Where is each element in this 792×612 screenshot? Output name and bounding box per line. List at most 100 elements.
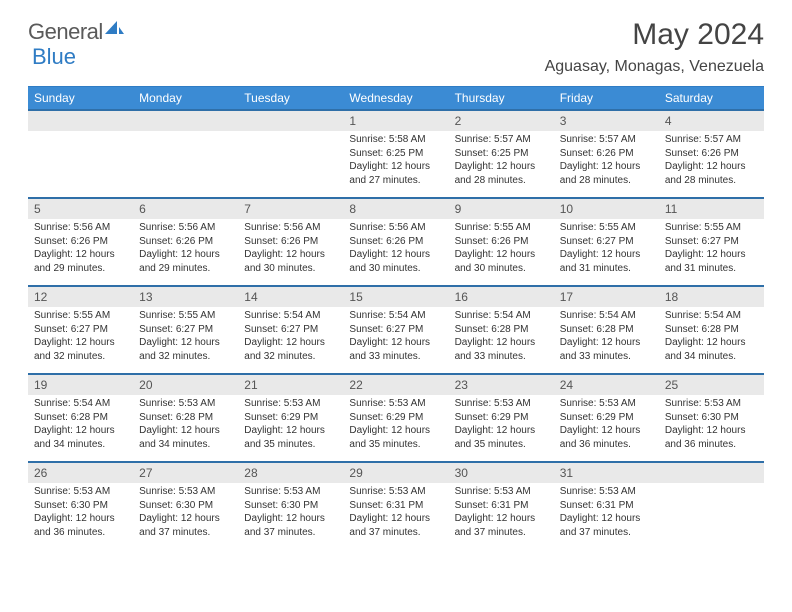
day-body: Sunrise: 5:54 AMSunset: 6:28 PMDaylight:… xyxy=(659,307,764,369)
day-body: Sunrise: 5:56 AMSunset: 6:26 PMDaylight:… xyxy=(133,219,238,281)
day-body: Sunrise: 5:56 AMSunset: 6:26 PMDaylight:… xyxy=(238,219,343,281)
day-number: 24 xyxy=(554,373,659,395)
daylight-text: Daylight: 12 hours and 31 minutes. xyxy=(560,248,653,275)
day-body: Sunrise: 5:53 AMSunset: 6:29 PMDaylight:… xyxy=(343,395,448,457)
day-cell: 27Sunrise: 5:53 AMSunset: 6:30 PMDayligh… xyxy=(133,461,238,549)
daylight-text: Daylight: 12 hours and 34 minutes. xyxy=(34,424,127,451)
sunset-text: Sunset: 6:28 PM xyxy=(455,323,548,337)
sunset-text: Sunset: 6:28 PM xyxy=(665,323,758,337)
day-number: 2 xyxy=(449,109,554,131)
day-body: Sunrise: 5:53 AMSunset: 6:29 PMDaylight:… xyxy=(554,395,659,457)
daylight-text: Daylight: 12 hours and 36 minutes. xyxy=(560,424,653,451)
sunrise-text: Sunrise: 5:53 AM xyxy=(455,397,548,411)
sunset-text: Sunset: 6:27 PM xyxy=(34,323,127,337)
day-number: 27 xyxy=(133,461,238,483)
day-cell: 12Sunrise: 5:55 AMSunset: 6:27 PMDayligh… xyxy=(28,285,133,373)
day-cell: 9Sunrise: 5:55 AMSunset: 6:26 PMDaylight… xyxy=(449,197,554,285)
week-row: 19Sunrise: 5:54 AMSunset: 6:28 PMDayligh… xyxy=(28,373,764,461)
sunset-text: Sunset: 6:30 PM xyxy=(139,499,232,513)
day-number: . xyxy=(28,109,133,131)
sunrise-text: Sunrise: 5:56 AM xyxy=(244,221,337,235)
day-cell: 18Sunrise: 5:54 AMSunset: 6:28 PMDayligh… xyxy=(659,285,764,373)
brand-name-1: General xyxy=(28,19,103,45)
sunrise-text: Sunrise: 5:54 AM xyxy=(34,397,127,411)
day-body: Sunrise: 5:55 AMSunset: 6:27 PMDaylight:… xyxy=(659,219,764,281)
sunset-text: Sunset: 6:30 PM xyxy=(244,499,337,513)
day-number: 26 xyxy=(28,461,133,483)
day-body: Sunrise: 5:54 AMSunset: 6:28 PMDaylight:… xyxy=(28,395,133,457)
day-body: Sunrise: 5:54 AMSunset: 6:28 PMDaylight:… xyxy=(554,307,659,369)
brand-sail-icon xyxy=(103,18,125,45)
day-number: 10 xyxy=(554,197,659,219)
sunset-text: Sunset: 6:25 PM xyxy=(349,147,442,161)
day-cell: 30Sunrise: 5:53 AMSunset: 6:31 PMDayligh… xyxy=(449,461,554,549)
day-cell: 25Sunrise: 5:53 AMSunset: 6:30 PMDayligh… xyxy=(659,373,764,461)
week-row: ...1Sunrise: 5:58 AMSunset: 6:25 PMDayli… xyxy=(28,109,764,197)
sunset-text: Sunset: 6:31 PM xyxy=(560,499,653,513)
daylight-text: Daylight: 12 hours and 30 minutes. xyxy=(349,248,442,275)
day-number: 25 xyxy=(659,373,764,395)
day-cell: . xyxy=(133,109,238,197)
sunset-text: Sunset: 6:30 PM xyxy=(34,499,127,513)
day-number: 23 xyxy=(449,373,554,395)
day-cell: 4Sunrise: 5:57 AMSunset: 6:26 PMDaylight… xyxy=(659,109,764,197)
day-body: Sunrise: 5:53 AMSunset: 6:31 PMDaylight:… xyxy=(554,483,659,545)
week-row: 12Sunrise: 5:55 AMSunset: 6:27 PMDayligh… xyxy=(28,285,764,373)
day-cell: 19Sunrise: 5:54 AMSunset: 6:28 PMDayligh… xyxy=(28,373,133,461)
sunrise-text: Sunrise: 5:53 AM xyxy=(455,485,548,499)
day-body: Sunrise: 5:57 AMSunset: 6:25 PMDaylight:… xyxy=(449,131,554,193)
day-number: 17 xyxy=(554,285,659,307)
day-cell: 8Sunrise: 5:56 AMSunset: 6:26 PMDaylight… xyxy=(343,197,448,285)
sunrise-text: Sunrise: 5:57 AM xyxy=(560,133,653,147)
sunset-text: Sunset: 6:31 PM xyxy=(349,499,442,513)
sunrise-text: Sunrise: 5:53 AM xyxy=(560,485,653,499)
day-header-row: SundayMondayTuesdayWednesdayThursdayFrid… xyxy=(28,87,764,109)
day-number: 29 xyxy=(343,461,448,483)
day-body: Sunrise: 5:55 AMSunset: 6:26 PMDaylight:… xyxy=(449,219,554,281)
sunrise-text: Sunrise: 5:54 AM xyxy=(560,309,653,323)
day-body: Sunrise: 5:56 AMSunset: 6:26 PMDaylight:… xyxy=(343,219,448,281)
daylight-text: Daylight: 12 hours and 30 minutes. xyxy=(244,248,337,275)
day-cell: 26Sunrise: 5:53 AMSunset: 6:30 PMDayligh… xyxy=(28,461,133,549)
daylight-text: Daylight: 12 hours and 30 minutes. xyxy=(455,248,548,275)
daylight-text: Daylight: 12 hours and 37 minutes. xyxy=(244,512,337,539)
day-cell: 13Sunrise: 5:55 AMSunset: 6:27 PMDayligh… xyxy=(133,285,238,373)
sunset-text: Sunset: 6:31 PM xyxy=(455,499,548,513)
sunset-text: Sunset: 6:27 PM xyxy=(139,323,232,337)
daylight-text: Daylight: 12 hours and 34 minutes. xyxy=(139,424,232,451)
daylight-text: Daylight: 12 hours and 35 minutes. xyxy=(455,424,548,451)
day-number: 14 xyxy=(238,285,343,307)
day-body: Sunrise: 5:53 AMSunset: 6:30 PMDaylight:… xyxy=(28,483,133,545)
daylight-text: Daylight: 12 hours and 33 minutes. xyxy=(455,336,548,363)
day-number: . xyxy=(133,109,238,131)
day-body: Sunrise: 5:57 AMSunset: 6:26 PMDaylight:… xyxy=(554,131,659,193)
day-number: 28 xyxy=(238,461,343,483)
sunrise-text: Sunrise: 5:56 AM xyxy=(139,221,232,235)
sunset-text: Sunset: 6:29 PM xyxy=(244,411,337,425)
daylight-text: Daylight: 12 hours and 29 minutes. xyxy=(34,248,127,275)
sunset-text: Sunset: 6:26 PM xyxy=(560,147,653,161)
day-number: . xyxy=(659,461,764,483)
sunset-text: Sunset: 6:30 PM xyxy=(665,411,758,425)
day-body: Sunrise: 5:55 AMSunset: 6:27 PMDaylight:… xyxy=(133,307,238,369)
day-number: 8 xyxy=(343,197,448,219)
sunset-text: Sunset: 6:27 PM xyxy=(560,235,653,249)
day-cell: 2Sunrise: 5:57 AMSunset: 6:25 PMDaylight… xyxy=(449,109,554,197)
day-cell: 11Sunrise: 5:55 AMSunset: 6:27 PMDayligh… xyxy=(659,197,764,285)
day-cell: 5Sunrise: 5:56 AMSunset: 6:26 PMDaylight… xyxy=(28,197,133,285)
day-number: 13 xyxy=(133,285,238,307)
day-cell: 29Sunrise: 5:53 AMSunset: 6:31 PMDayligh… xyxy=(343,461,448,549)
sunrise-text: Sunrise: 5:57 AM xyxy=(665,133,758,147)
sunset-text: Sunset: 6:26 PM xyxy=(244,235,337,249)
day-cell: 28Sunrise: 5:53 AMSunset: 6:30 PMDayligh… xyxy=(238,461,343,549)
day-header: Sunday xyxy=(28,87,133,109)
day-body: Sunrise: 5:53 AMSunset: 6:29 PMDaylight:… xyxy=(449,395,554,457)
sunset-text: Sunset: 6:28 PM xyxy=(560,323,653,337)
brand-name-2: Blue xyxy=(32,44,76,70)
day-body: Sunrise: 5:55 AMSunset: 6:27 PMDaylight:… xyxy=(554,219,659,281)
day-number: 31 xyxy=(554,461,659,483)
daylight-text: Daylight: 12 hours and 34 minutes. xyxy=(665,336,758,363)
sunrise-text: Sunrise: 5:53 AM xyxy=(560,397,653,411)
sunrise-text: Sunrise: 5:55 AM xyxy=(455,221,548,235)
day-number: 3 xyxy=(554,109,659,131)
